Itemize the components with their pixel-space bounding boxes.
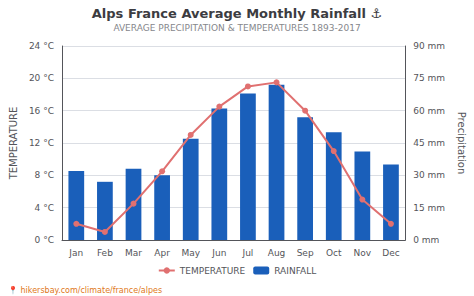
svg-text:Precipitation: Precipitation	[456, 112, 467, 175]
svg-text:Mar: Mar	[125, 248, 142, 258]
svg-text:Apr: Apr	[154, 248, 170, 258]
svg-text:Feb: Feb	[97, 248, 113, 258]
svg-text:Jan: Jan	[68, 248, 83, 258]
svg-text:AVERAGE PRECIPITATION & TEMPER: AVERAGE PRECIPITATION & TEMPERATURES 189…	[113, 23, 360, 33]
svg-text:90 mm: 90 mm	[413, 41, 445, 51]
svg-text:8 °C: 8 °C	[35, 170, 54, 180]
svg-text:Dec: Dec	[382, 248, 399, 258]
svg-text:15 mm: 15 mm	[413, 203, 445, 213]
svg-text:TEMPERATURE: TEMPERATURE	[8, 107, 19, 181]
svg-text:60 mm: 60 mm	[413, 106, 445, 116]
svg-text:30 mm: 30 mm	[413, 170, 445, 180]
svg-text:20 °C: 20 °C	[29, 73, 54, 83]
svg-text:TEMPERATURE: TEMPERATURE	[179, 266, 246, 276]
svg-text:RAINFALL: RAINFALL	[274, 266, 316, 276]
svg-text:Jul: Jul	[241, 248, 253, 258]
svg-text:75 mm: 75 mm	[413, 73, 445, 83]
svg-text:Aug: Aug	[268, 248, 286, 258]
svg-text:Sep: Sep	[297, 248, 314, 258]
svg-text:0 °C: 0 °C	[35, 235, 54, 245]
svg-text:Jun: Jun	[211, 248, 226, 258]
svg-text:4 °C: 4 °C	[35, 203, 54, 213]
svg-text:12 °C: 12 °C	[29, 138, 54, 148]
svg-text:45 mm: 45 mm	[413, 138, 445, 148]
svg-text:0 mm: 0 mm	[413, 235, 439, 245]
svg-text:Nov: Nov	[354, 248, 372, 258]
svg-text:Alps France Average Monthly Ra: Alps France Average Monthly Rainfall ⚓	[92, 6, 382, 21]
svg-text:24 °C: 24 °C	[29, 41, 54, 51]
svg-text:May: May	[181, 248, 200, 258]
svg-text:Oct: Oct	[326, 248, 342, 258]
svg-text:16 °C: 16 °C	[29, 106, 54, 116]
svg-text:📍 hikersbay.com/climate/franc: 📍 hikersbay.com/climate/france/alpes	[8, 285, 162, 295]
